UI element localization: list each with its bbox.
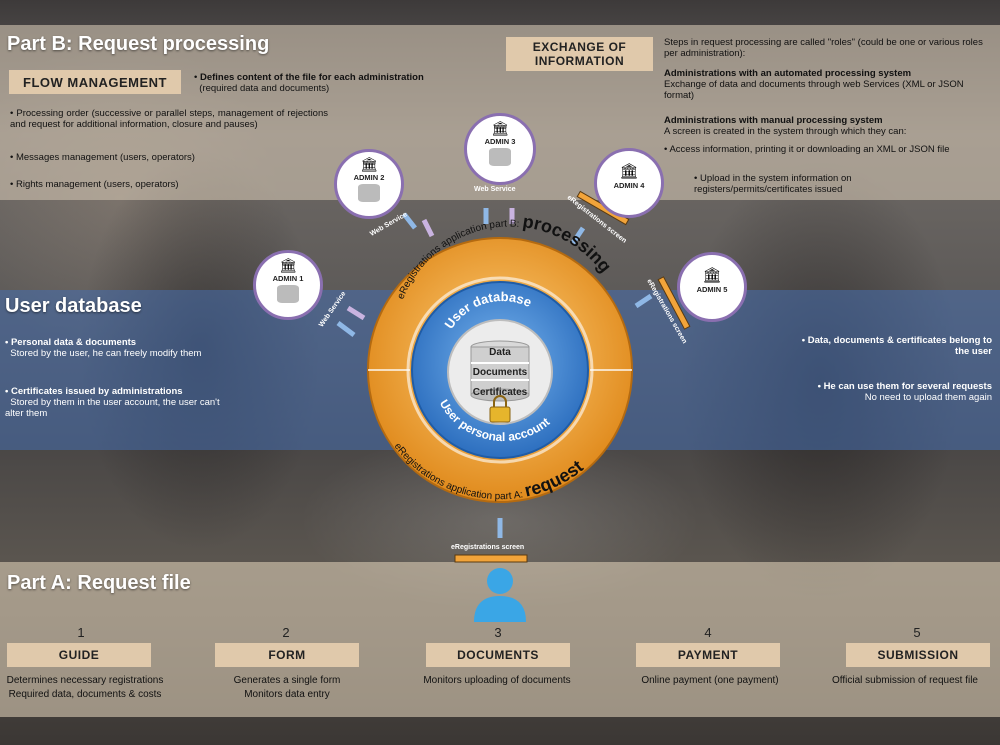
conn-label-request-screen: eRegistrations screen (451, 544, 525, 551)
part-b-title: Part B: Request processing (7, 33, 270, 55)
left-bold: Personal data & documents (10, 337, 137, 348)
step-3-number: 3 (494, 625, 502, 640)
stack-certificates-label: Certificates (473, 387, 528, 398)
admin-label: ADMIN 2 (353, 173, 385, 182)
flow-management-tag: FLOW MANAGEMENT (9, 70, 181, 94)
bank-icon: 🏛 (491, 120, 509, 136)
exchange-access: • Access information, printing it or dow… (664, 144, 950, 155)
database-stack-icon (470, 340, 530, 402)
exchange-info-tag: EXCHANGE OF INFORMATION (506, 37, 653, 71)
exchange-auto-title: Administrations with an automated proces… (664, 68, 912, 79)
desc-line: Monitors data entry (244, 689, 330, 700)
bullet-text: Processing order (successive or parallel… (10, 108, 328, 130)
admin-label: ADMIN 3 (484, 137, 516, 146)
database-icon (489, 148, 511, 166)
exchange-manual-text: A screen is created in the system throug… (664, 126, 907, 137)
left-bold: Certificates issued by administrations (10, 386, 183, 397)
admin-2-node: 🏛 ADMIN 2 (334, 149, 404, 219)
right-text: He can use them for several requests (823, 381, 992, 392)
admin-4-node: 🏛 ADMIN 4 (594, 148, 664, 218)
step-1-desc: Determines necessary registrations Requir… (0, 674, 180, 702)
step-1-number: 1 (77, 625, 85, 640)
admin-5-node: 🏛 ADMIN 5 (677, 252, 747, 322)
bank-icon: 🏛 (619, 163, 639, 180)
flow-desc-bold: Defines content of the file for each adm… (199, 72, 424, 83)
step-2-desc: Generates a single form Monitors data ent… (192, 674, 382, 702)
left-text: Stored by them in the user account, the … (5, 397, 220, 419)
lock-icon (489, 395, 511, 423)
user-db-title: User database (5, 295, 142, 317)
admin-3-node: 🏛 ADMIN 3 (464, 113, 536, 185)
exchange-intro: Steps in request processing are called "… (664, 37, 983, 59)
conn-label-admin3: Web Service (474, 186, 516, 193)
bullet-text: Upload in the system information on regi… (694, 173, 852, 195)
bank-icon: 🏛 (360, 156, 378, 172)
step-5-desc: Official submission of request file (832, 675, 978, 686)
userdb-right-2: • He can use them for several requests No… (817, 381, 992, 403)
step-2-tag: FORM (215, 643, 359, 667)
userdb-left-2: • Certificates issued by administrations… (5, 386, 220, 419)
admin-label: ADMIN 4 (613, 181, 645, 190)
flow-desc-text: (required data and documents) (199, 83, 330, 94)
stack-documents-label: Documents (473, 367, 528, 378)
bullet-text: Rights management (users, operators) (15, 179, 179, 190)
stack-data-label: Data (489, 347, 511, 358)
step-5-number: 5 (913, 625, 921, 640)
database-icon (358, 184, 380, 202)
admin-1-node: 🏛 ADMIN 1 (253, 250, 323, 320)
step-4-number: 4 (704, 625, 712, 640)
bank-icon: 🏛 (279, 257, 297, 273)
bullet-text: Access information, printing it or downl… (669, 144, 950, 155)
connector-arrows-purple (346, 208, 515, 321)
bullet-text: Messages management (users, operators) (15, 152, 195, 163)
step-4-tag: PAYMENT (636, 643, 780, 667)
screen-bars (454, 190, 691, 563)
admin-label: ADMIN 5 (696, 285, 728, 294)
step-5-tag: SUBMISSION (846, 643, 990, 667)
step-3-tag: DOCUMENTS (426, 643, 570, 667)
connector-arrows (336, 208, 653, 538)
part-a-title: Part A: Request file (7, 572, 191, 594)
bullet-messages: • Messages management (users, operators) (10, 152, 195, 163)
desc-line: Determines necessary registrations (6, 675, 164, 686)
database-icon (277, 285, 299, 303)
bank-icon: 🏛 (702, 267, 722, 284)
bullet-rights: • Rights management (users, operators) (10, 179, 179, 190)
left-text: Stored by the user, he can freely modify… (10, 348, 202, 359)
right-text: No need to upload them again (864, 392, 992, 403)
user-person-icon (474, 568, 526, 622)
desc-line: Required data, documents & costs (8, 689, 162, 700)
step-4-desc: Online payment (one payment) (641, 675, 779, 686)
userdb-right-1: • Data, documents & certificates belong … (801, 335, 992, 357)
step-1-tag: GUIDE (7, 643, 151, 667)
step-3-desc: Monitors uploading of documents (423, 675, 571, 686)
userdb-left-1: • Personal data & documents Stored by th… (5, 337, 202, 359)
exchange-manual-title: Administrations with manual processing s… (664, 115, 883, 126)
admin-label: ADMIN 1 (272, 274, 304, 283)
exchange-auto-text: Exchange of data and documents through w… (664, 79, 964, 101)
flow-desc: • Defines content of the file for each a… (194, 72, 424, 94)
exchange-upload: • Upload in the system information on re… (694, 173, 852, 195)
step-2-number: 2 (282, 625, 290, 640)
desc-line: Generates a single form (233, 675, 341, 686)
bullet-processing-order: • Processing order (successive or parall… (10, 108, 328, 130)
right-text: Data, documents & certificates belong to… (807, 335, 992, 357)
